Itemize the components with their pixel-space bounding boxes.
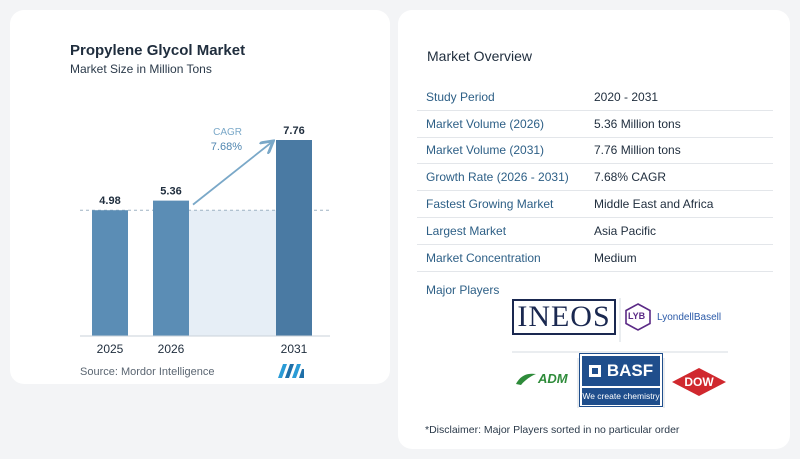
- overview-row: Growth Rate (2026 - 2031) 7.68% CAGR: [417, 164, 773, 192]
- major-players-label: Major Players: [426, 283, 500, 297]
- adm-leaf-icon: [516, 373, 536, 385]
- adm-logo: ADM: [515, 371, 568, 386]
- overview-key: Market Volume (2031): [426, 143, 545, 158]
- bar: [92, 210, 128, 336]
- basf-logo-band: BASF: [582, 356, 660, 386]
- disclaimer-text: *Disclaimer: Major Players sorted in no …: [425, 424, 680, 436]
- mordor-intelligence-logo: [278, 364, 304, 378]
- basf-tagline: We create chemistry: [582, 388, 660, 405]
- chart-title: Propylene Glycol Market: [70, 42, 246, 59]
- cagr-label: CAGR: [213, 127, 242, 138]
- dow-text: DOW: [684, 375, 714, 389]
- bar: [153, 200, 189, 336]
- ineos-logo: INEOS: [512, 299, 616, 335]
- data-label: 5.36: [160, 186, 181, 198]
- source-text: Source: Mordor Intelligence: [80, 366, 215, 378]
- lyb-hexagon-icon: [625, 303, 651, 331]
- lyondellbasell-text: LyondellBasell: [657, 311, 722, 323]
- data-label: 4.98: [99, 195, 120, 207]
- overview-row: Fastest Growing Market Middle East and Af…: [417, 191, 773, 218]
- overview-title: Market Overview: [427, 48, 533, 64]
- lyondellbasell-logo: LYB LyondellBasell: [625, 303, 721, 331]
- overview-value: Middle East and Africa: [594, 197, 714, 212]
- overview-key: Largest Market: [426, 223, 507, 238]
- overview-value: 5.36 Million tons: [594, 116, 681, 131]
- dow-logo: DOW: [671, 367, 727, 397]
- overview-value: Medium: [594, 250, 637, 265]
- lyb-text: LYB: [628, 311, 646, 321]
- overview-row: Market Volume (2026) 5.36 Million tons: [417, 111, 773, 138]
- overview-value: Asia Pacific: [594, 223, 657, 238]
- cagr-value: 7.68%: [211, 141, 242, 153]
- bar-chart: 4.98 2025 5.36 2026 7.76 2031 CAGR 7.68%: [80, 125, 330, 356]
- overview-key: Fastest Growing Market: [426, 197, 554, 212]
- overview-key: Market Volume (2026): [426, 116, 545, 131]
- dow-diamond-icon: [672, 368, 726, 396]
- overview-row: Market Concentration Medium: [417, 245, 773, 272]
- chart-subtitle: Market Size in Million Tons: [70, 62, 212, 76]
- ineos-logo-text: INEOS: [517, 300, 611, 333]
- growth-shade: [189, 210, 276, 336]
- overview-row: Largest Market Asia Pacific: [417, 218, 773, 245]
- basf-square-icon: [588, 365, 601, 377]
- overview-table: Study Period 2020 - 2031 Market Volume (2…: [417, 84, 773, 272]
- basf-logo: BASF We create chemistry: [579, 353, 663, 407]
- overview-value: 7.68% CAGR: [594, 170, 667, 185]
- basf-text: BASF: [606, 361, 654, 380]
- data-label: 7.76: [283, 125, 304, 137]
- overview-key: Study Period: [426, 89, 495, 104]
- players-grid: [512, 298, 728, 408]
- x-tick-label: 2031: [281, 342, 308, 356]
- x-tick-label: 2025: [97, 342, 124, 356]
- adm-text: ADM: [538, 371, 568, 386]
- overview-row: Study Period 2020 - 2031: [417, 84, 773, 111]
- overview-value: 2020 - 2031: [594, 89, 659, 104]
- overview-key: Market Concentration: [426, 250, 541, 265]
- x-tick-label: 2026: [158, 342, 185, 356]
- overview-value: 7.76 Million tons: [594, 143, 681, 158]
- overview-row: Market Volume (2031) 7.76 Million tons: [417, 138, 773, 165]
- cagr-arrow: [192, 142, 272, 206]
- bar: [276, 140, 312, 336]
- overview-key: Growth Rate (2026 - 2031): [426, 170, 569, 185]
